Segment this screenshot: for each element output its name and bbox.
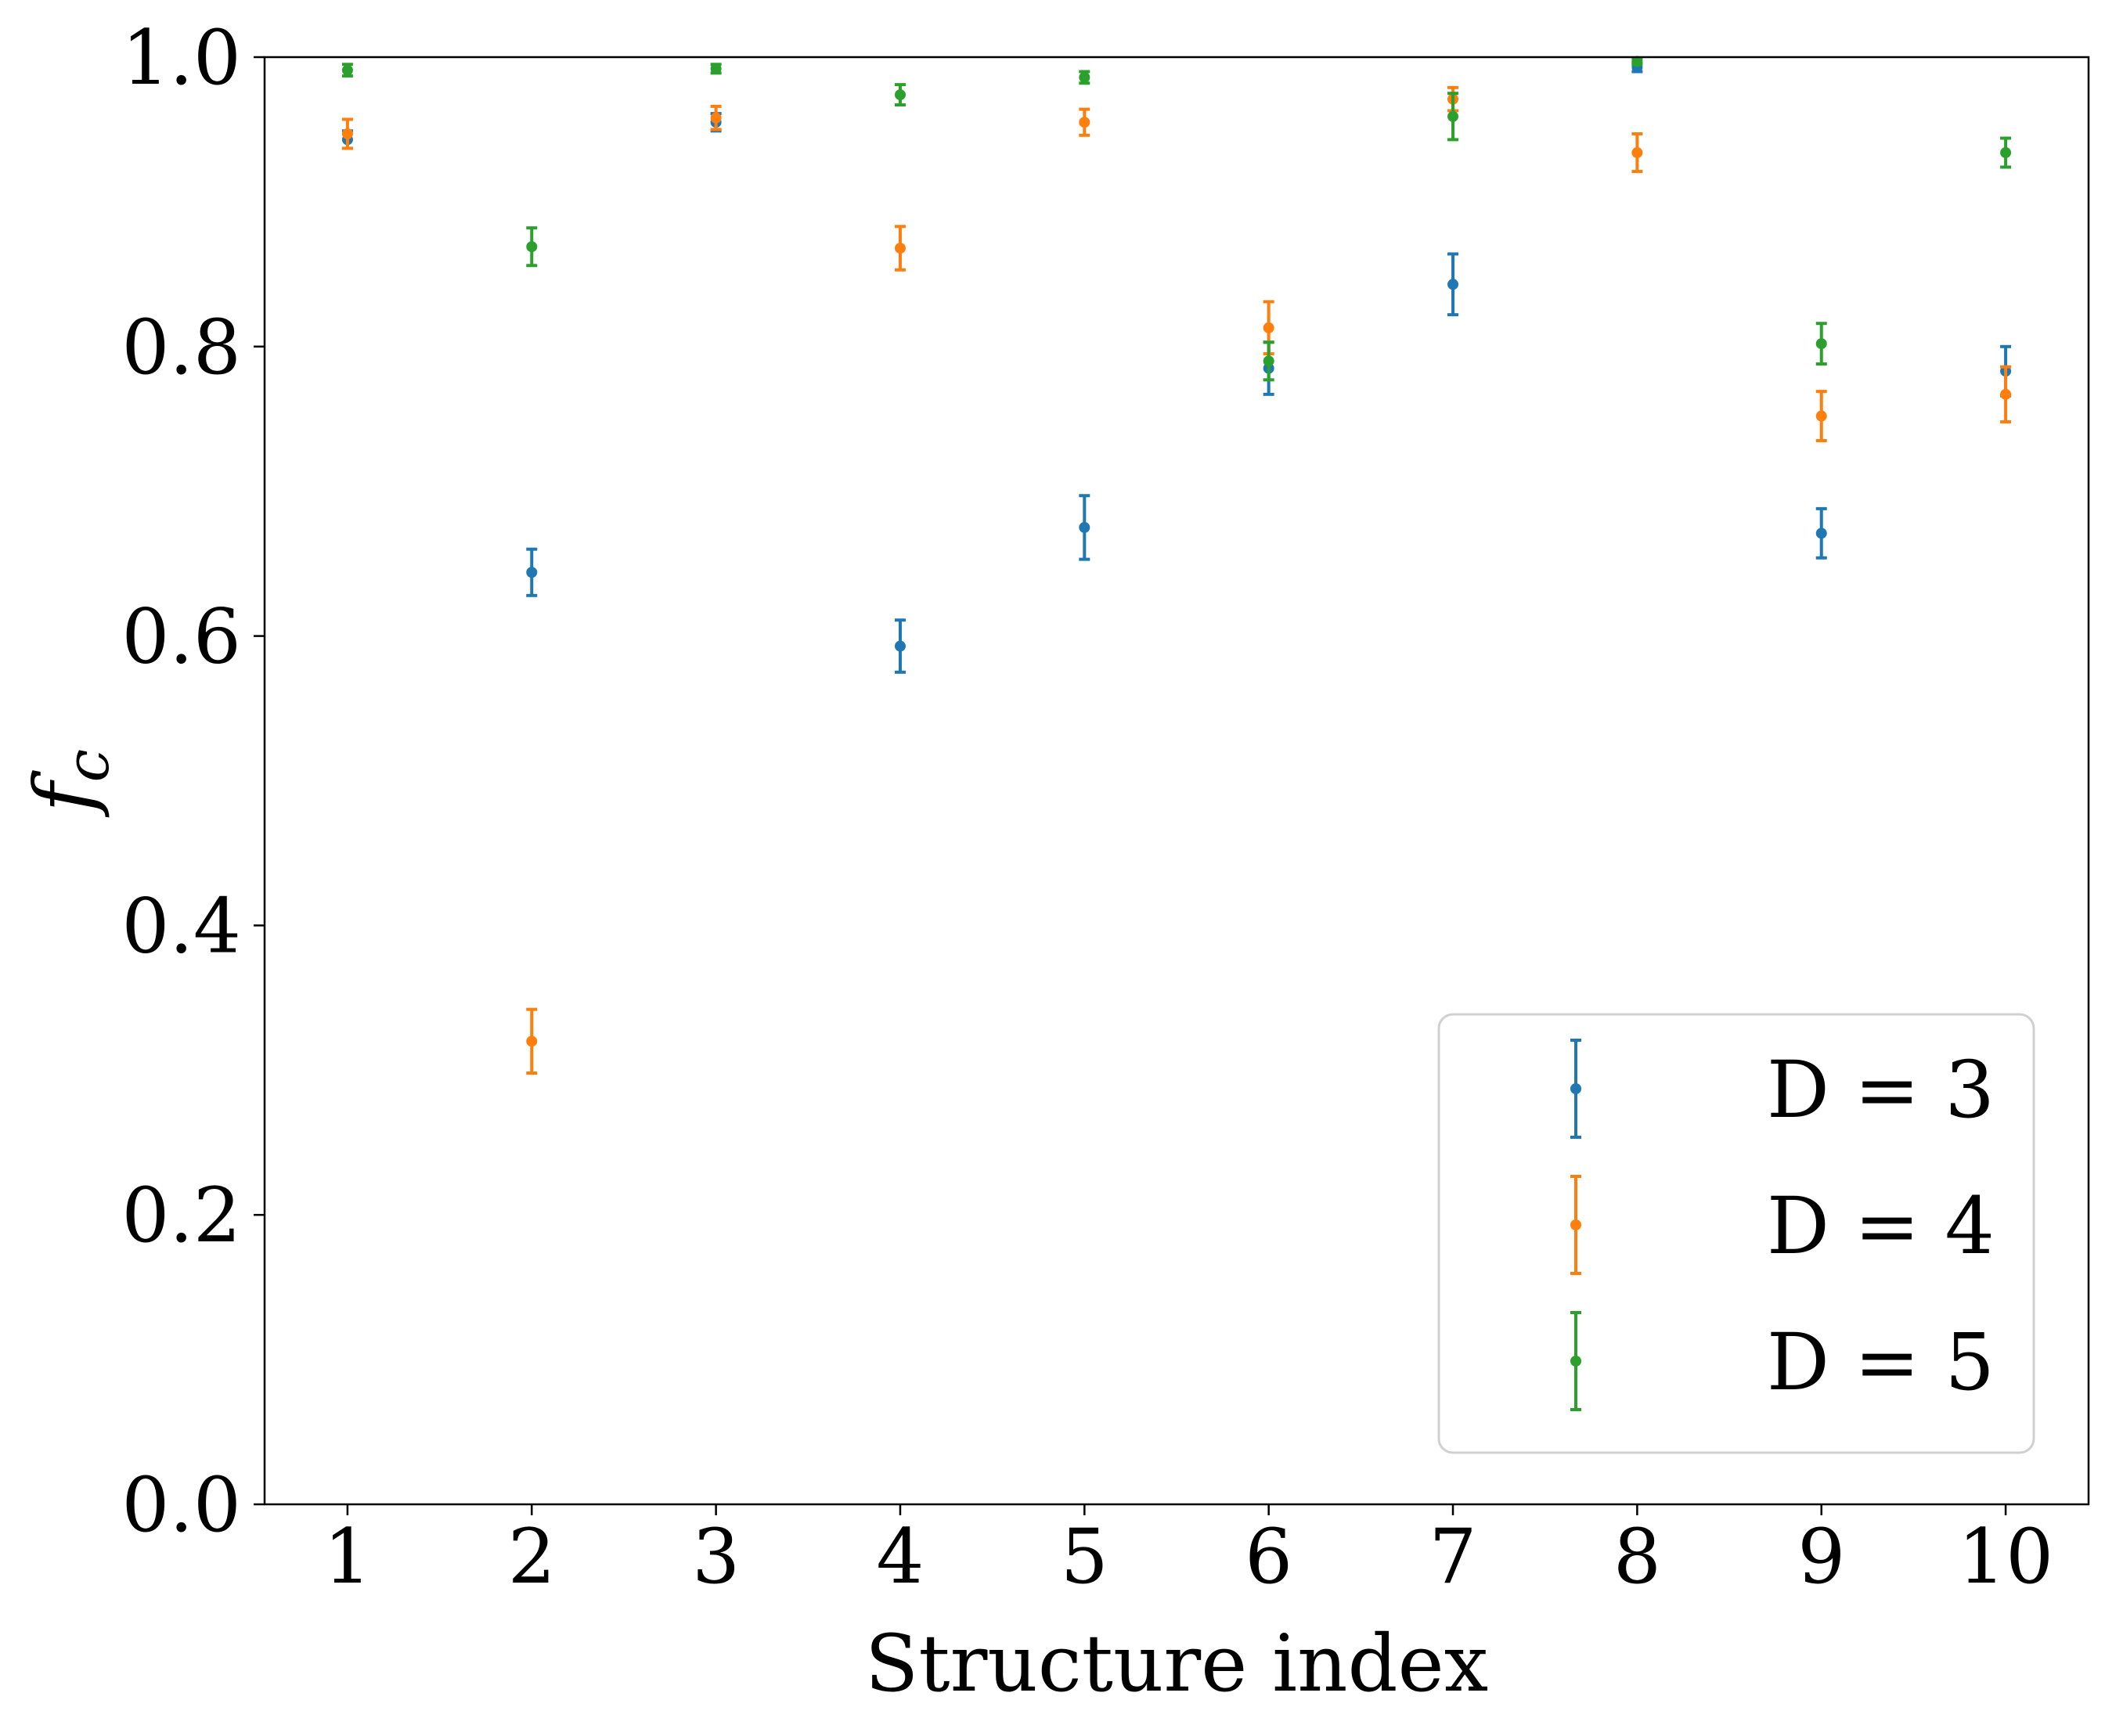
plot-frame (263, 56, 2090, 1506)
data-point-group (894, 83, 906, 107)
data-point-group (526, 547, 538, 597)
x-tick-label: 1 (323, 1513, 371, 1601)
x-axis-label: Structure index (865, 1618, 1488, 1709)
data-point-group (1815, 506, 1827, 560)
data-point (526, 241, 538, 253)
legend-label: D = 3 (1767, 1044, 1995, 1136)
x-tick-label: 4 (876, 1513, 924, 1601)
data-point-group (1079, 107, 1090, 137)
data-point-group (1631, 56, 1643, 67)
data-point-group (1815, 390, 1827, 442)
legend-entry-1: D = 3 (1570, 1039, 1995, 1139)
data-point (894, 640, 906, 652)
data-point (341, 64, 353, 76)
y-tick-label: 0.4 (121, 882, 241, 970)
legend-frame (1437, 1013, 2035, 1454)
data-point-group (1631, 131, 1643, 174)
data-point-group (1447, 252, 1459, 317)
legend-entry-3: D = 5 (1570, 1311, 1995, 1411)
data-point (1631, 147, 1643, 159)
data-point-group (894, 225, 906, 272)
legend-marker (1570, 1219, 1581, 1230)
y-axis-label-subscript: c (52, 749, 122, 783)
legend-label: D = 4 (1767, 1180, 1995, 1272)
data-point (710, 63, 722, 74)
y-tick-label: 0.2 (121, 1172, 241, 1259)
data-point (894, 243, 906, 254)
data-point (526, 567, 538, 578)
data-point (1263, 355, 1274, 367)
data-point (341, 128, 353, 139)
data-point-group (526, 226, 538, 268)
data-layer (341, 56, 2012, 1075)
data-point-group (2000, 136, 2012, 169)
x-tick-label: 6 (1245, 1513, 1292, 1601)
series-2 (341, 85, 2012, 1075)
data-point (2000, 147, 2012, 159)
data-point-group (1079, 494, 1090, 561)
data-point-group (710, 104, 722, 131)
data-point-group (2000, 365, 2012, 423)
legend-entry-2: D = 4 (1570, 1175, 1995, 1275)
data-point (1079, 521, 1090, 533)
y-tick-label: 0.0 (121, 1461, 241, 1549)
y-tick-label: 1.0 (121, 14, 241, 102)
legend: D = 3 D = 4 D = 5 (1437, 1013, 2035, 1454)
data-point (1631, 56, 1643, 67)
x-tick-label: 10 (1958, 1513, 2053, 1601)
series-3 (341, 56, 2012, 382)
data-point-group (526, 1007, 538, 1075)
data-point (710, 112, 722, 124)
data-point (1079, 117, 1090, 128)
data-point-group (1079, 70, 1090, 85)
x-tick-label: 5 (1061, 1513, 1108, 1601)
data-point-group (1815, 322, 1827, 366)
data-point-group (894, 618, 906, 674)
data-point (1815, 528, 1827, 539)
data-point (1815, 410, 1827, 422)
legend-marker (1570, 1356, 1581, 1367)
data-point (1079, 71, 1090, 83)
data-point (1263, 322, 1274, 333)
data-point-group (710, 63, 722, 75)
data-point (1447, 110, 1459, 122)
data-point (1447, 279, 1459, 290)
legend-marker (1570, 1083, 1581, 1094)
data-point (2000, 388, 2012, 400)
axes-layer: 1 2 3 4 5 6 7 8 9 10 0.0 0.2 0.4 0.6 0.8 1.0 (121, 14, 2090, 1601)
data-point-group (341, 117, 353, 150)
legend-label: D = 5 (1767, 1316, 1995, 1408)
data-point (1815, 338, 1827, 350)
data-point (894, 89, 906, 101)
x-tick-label: 8 (1613, 1513, 1661, 1601)
y-tick-label: 0.6 (121, 593, 241, 681)
x-tick-label: 2 (508, 1513, 556, 1601)
y-tick-label: 0.8 (121, 304, 241, 391)
x-tick-label: 9 (1797, 1513, 1845, 1601)
x-tick-label: 3 (692, 1513, 740, 1601)
data-point-group (341, 63, 353, 78)
data-point (526, 1035, 538, 1047)
data-point-group (1447, 92, 1459, 142)
x-tick-label: 7 (1429, 1513, 1476, 1601)
data-point-group (1263, 340, 1274, 382)
